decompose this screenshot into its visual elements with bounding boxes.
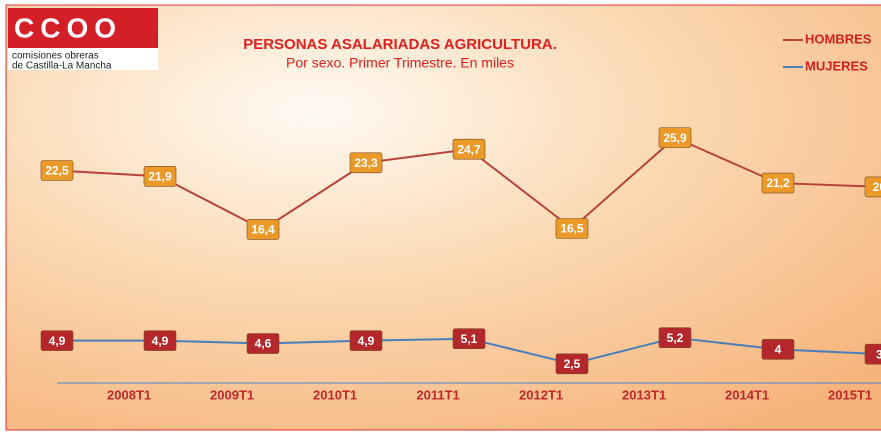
chart-title: PERSONAS ASALARIADAS AGRICULTURA. xyxy=(243,36,557,53)
value-label-box xyxy=(761,172,795,194)
value-label-box xyxy=(40,160,74,181)
x-tick-label: 2008T1 xyxy=(107,387,151,402)
x-tick-label: 2010T1 xyxy=(313,387,357,402)
value-label-box xyxy=(555,353,589,375)
plot-background xyxy=(5,4,881,431)
x-tick-label: 2011T1 xyxy=(416,387,459,402)
value-label-box xyxy=(864,176,881,198)
x-tick-label: 2014T1 xyxy=(725,387,769,402)
value-label-box xyxy=(349,330,383,351)
value-label-box xyxy=(658,327,692,349)
value-label: 4 xyxy=(775,343,782,357)
value-label-box xyxy=(40,330,74,351)
value-label-box xyxy=(349,152,383,174)
value-label: 4,6 xyxy=(255,337,272,351)
value-label-box xyxy=(658,127,692,148)
x-tick-label: 2015T1 xyxy=(828,387,872,402)
value-label: 5,2 xyxy=(667,331,684,345)
legend-label: HOMBRES xyxy=(805,31,872,46)
value-label: 24,7 xyxy=(457,142,481,156)
value-label: 4,9 xyxy=(152,334,169,348)
value-label: 21,9 xyxy=(148,169,172,183)
value-label-box xyxy=(246,333,280,354)
legend-label: MUJERES xyxy=(805,58,868,73)
logo-name: CCOO xyxy=(14,12,122,43)
value-label: 16,4 xyxy=(251,223,275,237)
value-label-box xyxy=(555,218,589,239)
chart-subtitle: Por sexo. Primer Trimestre. En miles xyxy=(286,55,514,71)
value-label-box xyxy=(143,166,177,187)
value-label: 21,2 xyxy=(766,176,790,190)
value-label-box xyxy=(761,339,795,360)
value-label: 2,5 xyxy=(564,357,581,371)
value-label: 25,9 xyxy=(663,131,687,145)
value-label: 4,9 xyxy=(358,334,375,348)
value-label-box xyxy=(143,330,177,351)
x-tick-label: 2012T1 xyxy=(519,387,563,402)
logo-band xyxy=(8,8,158,48)
value-label: 5,1 xyxy=(461,332,478,346)
logo-line: comisiones obreras xyxy=(12,51,99,62)
value-label-box xyxy=(864,343,881,365)
value-label: 23,3 xyxy=(354,156,378,170)
logo-line: de Castilla-La Mancha xyxy=(12,61,112,72)
value-label: 20, xyxy=(873,180,881,194)
x-tick-label: 2013T1 xyxy=(622,387,666,402)
value-label: 4,9 xyxy=(49,334,66,348)
value-label-box xyxy=(452,138,486,160)
value-label: 16,5 xyxy=(560,222,584,236)
logo: CCOO comisiones obreras de Castilla-La M… xyxy=(8,8,158,72)
value-label-box xyxy=(452,328,486,350)
x-tick-label: 2009T1 xyxy=(210,387,254,402)
value-label: 22,5 xyxy=(45,164,69,178)
value-label-box xyxy=(246,219,280,240)
value-label: 3, xyxy=(876,347,881,361)
